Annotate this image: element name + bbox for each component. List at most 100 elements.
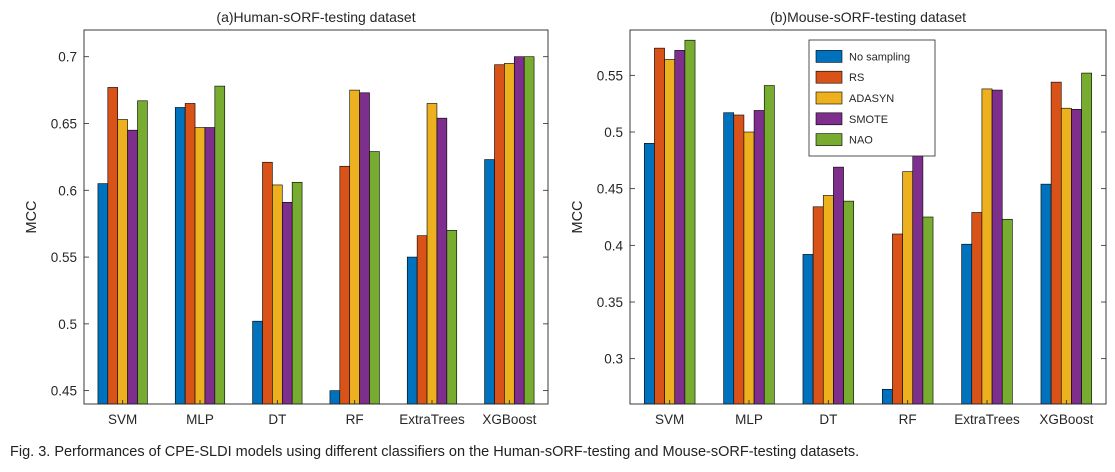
y-tick-label: 0.65 [51,117,77,132]
legend-swatch-nao [815,133,843,146]
bar-mlp-no-sampling [174,107,186,405]
bar-svm-adasyn [664,59,676,405]
y-tick-label: 0.45 [597,182,623,197]
bar-mlp-smote [753,110,765,405]
x-tick-label: RF [899,412,917,427]
bar-rf-rs [339,165,351,405]
bar-xgboost-rs [1050,81,1062,405]
bar-xgboost-adasyn [504,63,515,405]
bar-xgboost-no-sampling [484,159,495,405]
y-tick-label: 0.55 [51,250,77,265]
bar-rf-smote [359,92,370,405]
chart-title: (a)Human-sORF-testing dataset [216,9,415,25]
bar-extratrees-rs [416,235,428,405]
x-tick-label: MLP [186,412,214,427]
bar-mlp-adasyn [743,131,755,405]
x-tick-label: ExtraTrees [399,412,465,427]
chart-mouse-svg: SVM MLP DT RF ExtraTrees XGBoost 0.3 0.35 0.4 0.4… [570,9,1107,427]
bar-extratrees-nao [446,230,458,405]
x-tick-label: XGBoost [482,412,536,427]
bar-xgboost-nao [1081,72,1093,405]
bar-dt-no-sampling [252,320,263,405]
bar-dt-smote [281,202,293,405]
bar-svm-rs [107,87,119,405]
y-tick-label: 0.6 [58,183,77,198]
y-tick-label: 0.3 [604,352,623,367]
x-tick-label: XGBoost [1039,412,1093,427]
legend-swatch-rs [815,70,843,84]
bar-dt-nao [843,200,855,405]
x-tick-label: DT [819,412,837,427]
bar-mlp-adasyn [194,127,206,405]
bar-dt-nao [291,181,303,405]
legend: No sampling RS ADASYN SMOTE NAO [808,39,936,157]
bar-extratrees-smote [991,89,1003,405]
bar-xgboost-adasyn [1060,107,1072,405]
bar-extratrees-no-sampling [406,256,418,405]
bar-rf-adasyn [902,171,914,405]
bar-dt-rs [812,206,824,405]
x-tick-label: RF [346,412,364,427]
chart-panel-human: SVM MLP DT RF ExtraTrees XGBoost 0.45 0.5 0.55 0.… [0,0,560,440]
legend-swatch-adasyn [815,91,843,105]
bar-extratrees-adasyn [981,88,993,405]
bar-xgboost-smote [513,56,525,405]
bar-svm-adasyn [117,119,128,405]
legend-swatch-no-sampling [815,50,843,63]
bar-rf-nao [369,151,380,405]
bar-xgboost-nao [523,56,535,405]
bar-extratrees-adasyn [426,103,438,405]
bar-rf-adasyn [349,89,360,405]
bar-rf-no-sampling [881,388,893,405]
bar-mlp-smote [204,127,216,405]
legend-label: NAO [849,135,873,147]
legend-label: No sampling [849,51,910,63]
x-tick-label: SVM [655,412,684,427]
x-tick-label: SVM [108,412,137,427]
bar-svm-no-sampling [97,183,109,405]
bar-xgboost-no-sampling [1040,183,1052,405]
y-tick-label: 0.55 [597,68,623,83]
x-tick-label: DT [268,412,286,427]
bar-dt-smote [833,166,844,405]
bar-extratrees-smote [436,117,448,405]
axes-box [83,29,549,405]
legend-swatch-smote [815,112,843,126]
bar-xgboost-smote [1071,109,1082,405]
axes-box [629,29,1107,405]
y-tick-label: 0.45 [51,384,77,399]
bar-dt-no-sampling [802,254,814,405]
y-tick-label: 0.5 [604,125,623,140]
bar-extratrees-nao [1001,218,1013,405]
chart-human-svg: SVM MLP DT RF ExtraTrees XGBoost 0.45 0.5 0.55 0.… [24,9,549,427]
x-tick-label: MLP [735,412,763,427]
legend-label: ADASYN [849,93,894,105]
bar-svm-smote [127,129,138,405]
bar-extratrees-rs [971,212,983,405]
legend-label: RS [849,72,864,84]
chart-title: (b)Mouse-sORF-testing dataset [770,9,966,25]
bar-mlp-nao [763,85,775,405]
bar-mlp-nao [214,85,226,405]
y-axis-label: MCC [24,200,40,233]
bar-mlp-rs [184,103,196,405]
x-tick-label: ExtraTrees [954,412,1020,427]
y-tick-label: 0.5 [58,317,77,332]
y-axis-label: MCC [570,200,586,233]
bar-dt-adasyn [272,184,283,405]
bar-rf-smote [912,153,924,405]
bar-svm-no-sampling [643,143,655,405]
bar-rf-nao [922,216,934,405]
bar-rf-rs [892,233,903,405]
y-tick-label: 0.35 [597,295,623,310]
bar-mlp-no-sampling [723,112,735,405]
bar-dt-rs [262,161,273,405]
bar-svm-smote [674,50,686,405]
chart-panel-mouse: SVM MLP DT RF ExtraTrees XGBoost 0.3 0.35 0.4 0.4… [560,0,1115,440]
y-tick-label: 0.7 [58,50,77,65]
bar-rf-no-sampling [329,390,341,405]
bar-svm-rs [654,47,665,405]
bar-svm-nao [684,39,696,405]
bar-svm-nao [137,100,148,405]
bar-xgboost-rs [494,64,505,405]
